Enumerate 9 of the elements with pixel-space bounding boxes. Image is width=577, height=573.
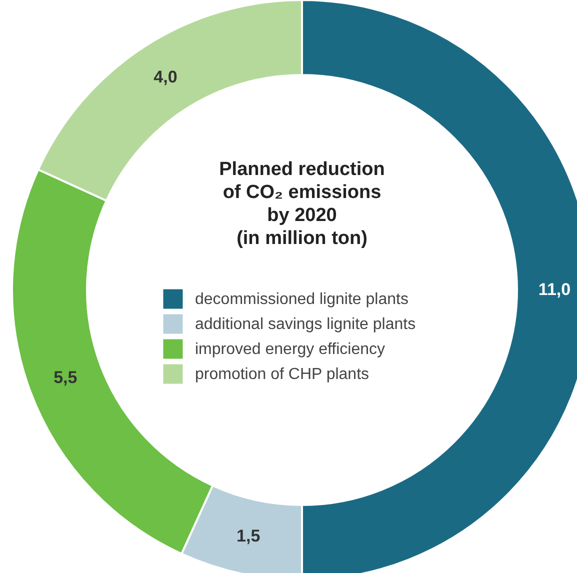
text: Planned reduction of CO₂ emissions by 2020 (in million ton) <box>219 159 385 249</box>
legend-label: decommissioned lignite plants <box>195 291 408 308</box>
data-label: 5,5 <box>54 368 78 388</box>
data-label: 4,0 <box>154 68 178 87</box>
legend-label: improved energy efficiency <box>195 341 386 358</box>
data-label: 11,0 <box>538 280 571 299</box>
legend-label: promotion of CHP plants <box>195 366 370 383</box>
legend-label: additional savings lignite plants <box>195 316 416 333</box>
data-label: 1,5 <box>236 526 260 546</box>
